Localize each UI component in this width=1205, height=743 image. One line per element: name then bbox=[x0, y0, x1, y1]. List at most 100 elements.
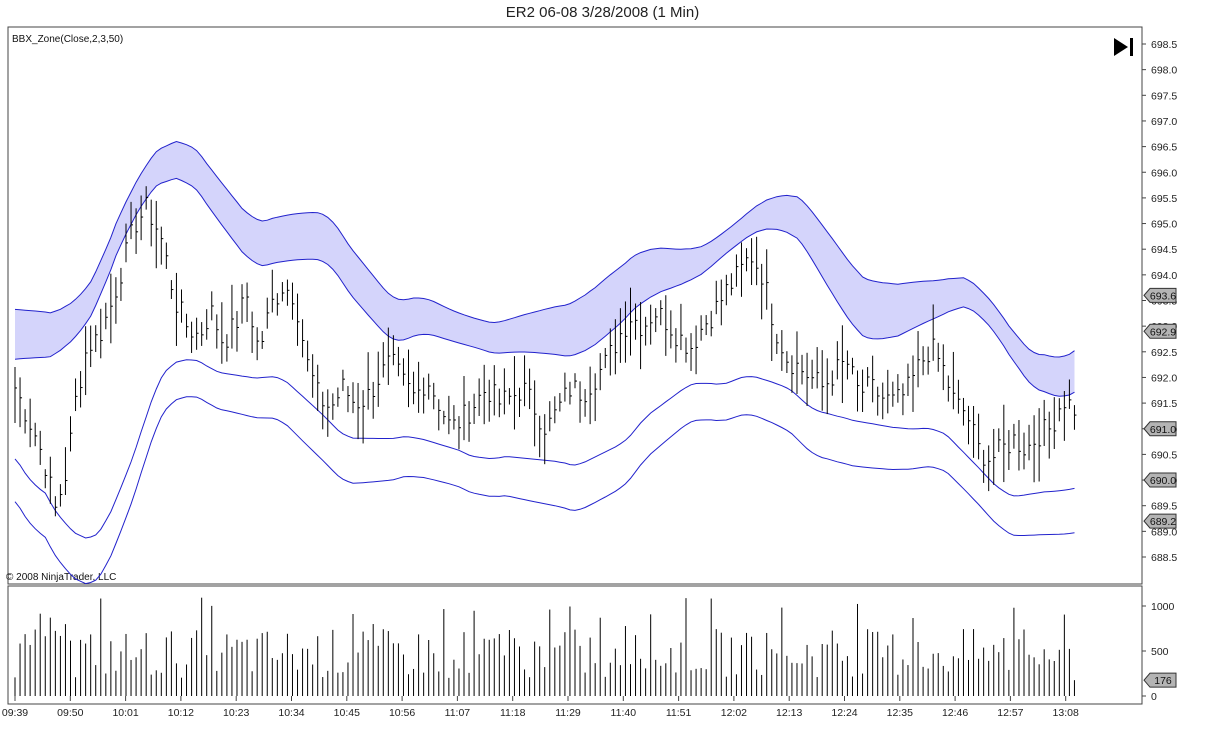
price-bar bbox=[49, 456, 53, 504]
price-bar bbox=[1063, 390, 1067, 441]
price-bar bbox=[387, 327, 391, 385]
price-bar bbox=[125, 223, 128, 263]
price-bar bbox=[781, 330, 784, 371]
price-bar bbox=[1003, 404, 1006, 483]
price-bar bbox=[836, 341, 840, 380]
price-bar bbox=[29, 398, 33, 448]
price-marker-3: 690.0 bbox=[1143, 472, 1177, 488]
x-axis-label-6: 10:45 bbox=[334, 707, 360, 719]
price-marker-1: 692.9 bbox=[1143, 323, 1177, 339]
price-bar bbox=[266, 297, 270, 329]
price-bar bbox=[201, 322, 204, 346]
price-bar bbox=[206, 309, 209, 340]
price-bar bbox=[584, 389, 588, 417]
price-marker-1-shape bbox=[1143, 323, 1177, 339]
x-axis-label-13: 12:02 bbox=[721, 707, 747, 719]
price-bar bbox=[942, 344, 946, 391]
price-marker-0-label: 693.6 bbox=[1150, 290, 1176, 302]
price-axis-tick-12: 694.5 bbox=[1151, 244, 1177, 256]
price-bar bbox=[993, 428, 996, 485]
price-bar bbox=[1073, 405, 1077, 430]
price-bar bbox=[670, 310, 673, 349]
price-axis-tick-6: 691.5 bbox=[1151, 398, 1177, 410]
price-bar bbox=[700, 315, 704, 341]
price-bar bbox=[433, 382, 436, 410]
price-bar bbox=[761, 263, 764, 320]
price-bar bbox=[458, 416, 461, 450]
price-axis-tick-15: 696.0 bbox=[1151, 167, 1177, 179]
price-bar bbox=[539, 415, 542, 458]
price-axis-tick-0: 688.5 bbox=[1151, 552, 1177, 564]
volume-marker: 176 bbox=[1143, 672, 1177, 688]
price-bar bbox=[983, 449, 986, 483]
price-bar bbox=[589, 366, 593, 425]
price-bar bbox=[609, 328, 613, 376]
price-bar bbox=[468, 401, 472, 442]
x-axis-label-15: 12:24 bbox=[831, 707, 857, 719]
price-bar bbox=[337, 387, 340, 407]
price-bar bbox=[1068, 379, 1072, 409]
price-bar bbox=[957, 379, 961, 414]
price-marker-4-shape bbox=[1143, 513, 1177, 529]
price-axis-tick-14: 695.5 bbox=[1151, 193, 1177, 205]
price-bar bbox=[811, 359, 815, 389]
price-bar bbox=[75, 378, 78, 412]
price-bar bbox=[695, 325, 699, 375]
price-bar bbox=[776, 333, 779, 354]
price-bar bbox=[599, 353, 603, 391]
price-bar bbox=[276, 293, 280, 316]
price-bar bbox=[614, 319, 618, 375]
price-bar bbox=[478, 378, 482, 416]
price-bar bbox=[665, 295, 668, 356]
price-bar bbox=[261, 331, 265, 349]
price-bar bbox=[877, 386, 880, 416]
price-axis-tick-1: 689.0 bbox=[1151, 526, 1177, 538]
price-bar bbox=[100, 308, 103, 359]
x-axis-label-17: 12:46 bbox=[942, 707, 968, 719]
price-bar bbox=[917, 331, 921, 388]
price-bar bbox=[534, 380, 537, 447]
price-bar bbox=[927, 346, 931, 375]
price-bar bbox=[105, 302, 108, 330]
upper-inner-band bbox=[14, 177, 1075, 397]
price-bar bbox=[196, 317, 199, 350]
price-bar bbox=[397, 346, 401, 377]
price-bar bbox=[186, 313, 189, 338]
price-bar bbox=[892, 381, 895, 407]
price-bar bbox=[932, 304, 936, 361]
price-bar bbox=[307, 340, 310, 372]
volume-axis-tick-2: 1000 bbox=[1151, 601, 1175, 613]
x-axis-label-3: 10:12 bbox=[168, 707, 194, 719]
skip-to-end-icon[interactable] bbox=[1114, 38, 1133, 56]
price-bar bbox=[655, 308, 658, 333]
price-bar bbox=[327, 389, 330, 437]
price-bar bbox=[660, 300, 663, 326]
price-bar bbox=[604, 347, 608, 369]
price-marker-1-label: 692.9 bbox=[1150, 326, 1176, 338]
price-bar bbox=[766, 249, 769, 310]
price-bar bbox=[801, 354, 805, 385]
price-bar bbox=[751, 238, 754, 285]
price-bar bbox=[806, 352, 810, 406]
x-axis-label-0: 09:39 bbox=[2, 707, 28, 719]
price-bar bbox=[281, 282, 285, 302]
zone-fill bbox=[15, 141, 1075, 397]
price-bar bbox=[165, 242, 169, 269]
price-marker-0: 693.6 bbox=[1143, 287, 1177, 303]
price-bar bbox=[64, 447, 68, 495]
price-bar bbox=[973, 405, 976, 458]
price-bar bbox=[110, 273, 113, 344]
price-axis-tick-19: 698.0 bbox=[1151, 65, 1177, 77]
price-bar bbox=[271, 269, 275, 313]
price-bar bbox=[423, 377, 426, 414]
indicator-label: BBX_Zone(Close,2,3,50) bbox=[12, 34, 123, 45]
price-axis-tick-18: 697.5 bbox=[1151, 90, 1177, 102]
price-bar bbox=[115, 277, 118, 324]
x-axis-label-5: 10:34 bbox=[278, 707, 304, 719]
price-bar bbox=[402, 358, 406, 386]
price-bar bbox=[1028, 424, 1032, 461]
price-bar bbox=[493, 365, 497, 416]
price-bar bbox=[1043, 399, 1047, 446]
price-axis-tick-8: 692.5 bbox=[1151, 347, 1177, 359]
